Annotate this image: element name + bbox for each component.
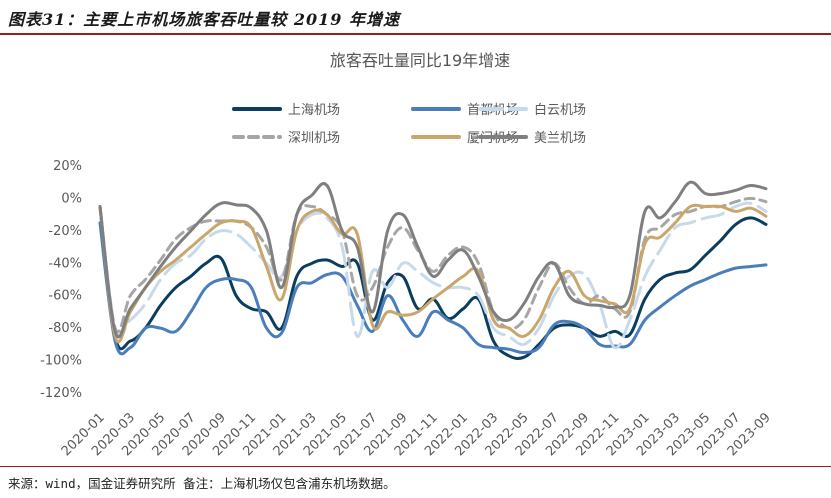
line-chart: 旅客吞吐量同比19年增速 上海机场首都机场白云机场深圳机场厦门机场美兰机场 20… [40,51,774,459]
figure-header: 图表31：主要上市机场旅客吞吐量较 2019 年增速 [0,0,831,36]
header-rule [0,33,831,35]
legend-label-6: 美兰机场 [534,131,586,146]
figure-source: 来源：wind，国金证券研究所 备注：上海机场仅包含浦东机场数据。 [8,476,396,491]
y-tick-label: 0% [61,191,82,206]
legend: 上海机场首都机场白云机场深圳机场厦门机场美兰机场 [232,102,586,146]
series-line-3 [98,201,768,350]
series-layer [98,180,768,360]
legend-label-4: 深圳机场 [288,131,340,146]
legend-label-3: 白云机场 [534,102,586,118]
y-tick-label: -120% [40,386,82,401]
series-line-2 [98,221,768,356]
series-line-5 [98,203,768,344]
y-tick-label: -20% [48,224,82,239]
legend-label-1: 上海机场 [288,103,340,118]
series-line-4 [98,196,768,334]
y-tick-label: -40% [48,256,82,271]
y-tick-label: 20% [53,159,82,174]
chart-title: 旅客吞吐量同比19年增速 [330,51,510,70]
y-tick-label: -80% [48,321,82,336]
series-line-6 [98,180,768,339]
y-tick-label: -60% [48,289,82,304]
footer-rule [0,466,831,467]
x-axis: 2020-012020-032020-052020-072020-092020-… [59,410,774,459]
y-axis: 20% 0% -20% -40% -60% -80% -100% -120% [40,159,82,401]
figure-title: 图表31：主要上市机场旅客吞吐量较 2019 年增速 [8,10,400,29]
y-tick-label: -100% [40,354,82,369]
